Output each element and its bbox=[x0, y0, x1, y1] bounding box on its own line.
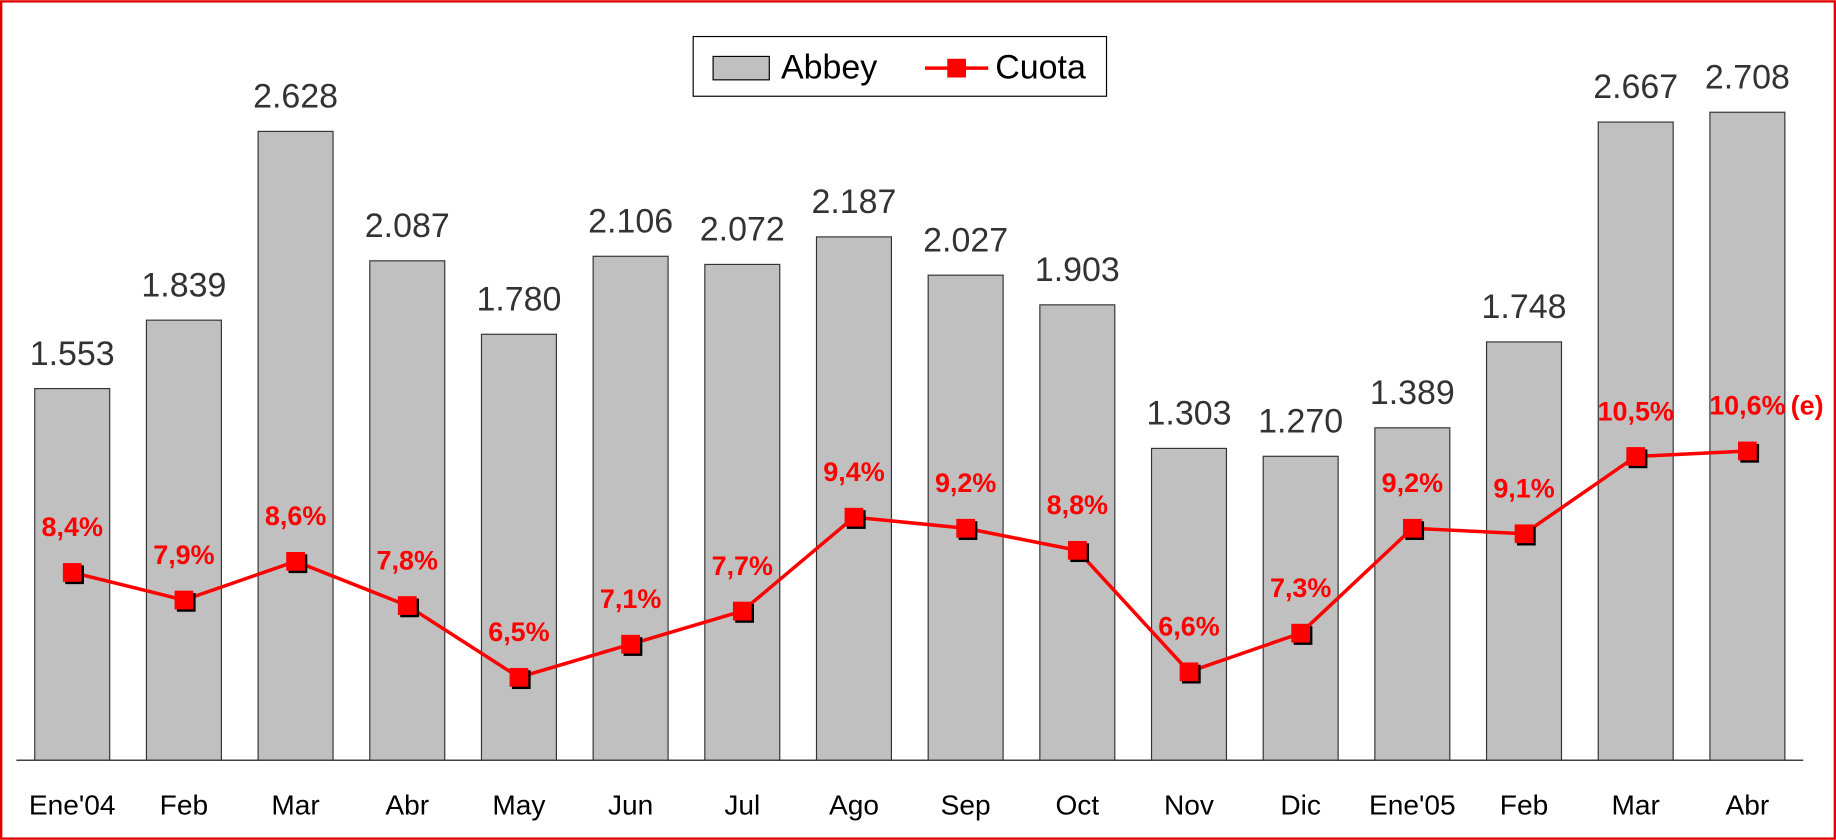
point-label: 8,4% bbox=[42, 512, 103, 542]
bar bbox=[145, 319, 222, 761]
point-label: 7,9% bbox=[153, 540, 214, 570]
point-label: 9,4% bbox=[823, 457, 884, 487]
marker bbox=[397, 596, 417, 615]
x-tick-label: Mar bbox=[271, 789, 319, 820]
bar-label: 2.708 bbox=[1705, 58, 1790, 96]
bar bbox=[1150, 447, 1228, 761]
point-label: 7,3% bbox=[1270, 573, 1331, 603]
marker bbox=[62, 563, 82, 582]
x-tick-label: Jul bbox=[724, 789, 760, 820]
line bbox=[71, 449, 1748, 680]
x-tick-label: Feb bbox=[160, 789, 208, 820]
legend-marker bbox=[947, 58, 967, 78]
point-label: 6,5% bbox=[488, 617, 549, 647]
bar-label: 1.270 bbox=[1258, 402, 1343, 440]
x-tick-label: Feb bbox=[1500, 789, 1548, 820]
x-tick-label: Oct bbox=[1055, 789, 1099, 820]
marker bbox=[1738, 441, 1757, 461]
marker bbox=[1067, 540, 1087, 560]
x-tick-label: Nov bbox=[1164, 789, 1214, 820]
legend-label: Abbey bbox=[781, 48, 877, 86]
bar bbox=[592, 255, 669, 761]
bar-label: 2.027 bbox=[923, 221, 1008, 259]
bar bbox=[815, 236, 893, 761]
marker bbox=[1514, 524, 1534, 544]
bar bbox=[1485, 341, 1563, 761]
bar-label: 1.839 bbox=[141, 266, 226, 304]
marker bbox=[1179, 662, 1199, 682]
x-tick-label: Abr bbox=[1726, 789, 1770, 820]
point-label: 6,6% bbox=[1158, 612, 1219, 642]
bar-label: 1.748 bbox=[1482, 288, 1567, 326]
bar-label: 1.389 bbox=[1370, 374, 1455, 412]
marker bbox=[956, 518, 976, 538]
bar bbox=[1709, 111, 1786, 761]
point-label: 9,2% bbox=[1382, 468, 1443, 498]
bar-label: 1.553 bbox=[30, 335, 115, 373]
bar-label: 2.667 bbox=[1593, 68, 1678, 106]
point-label: 9,2% bbox=[935, 468, 996, 498]
bar bbox=[1597, 121, 1674, 761]
point-label: 9,1% bbox=[1493, 474, 1554, 504]
bar-label: 2.628 bbox=[253, 78, 338, 116]
point-label: 8,6% bbox=[265, 501, 326, 531]
bar bbox=[1374, 427, 1451, 761]
point-label: 10,6% bbox=[1709, 391, 1785, 421]
bar bbox=[257, 130, 334, 761]
x-tick-label: Abr bbox=[385, 789, 429, 820]
bar bbox=[927, 274, 1004, 761]
bar-label: 1.303 bbox=[1147, 395, 1232, 433]
point-label: 7,7% bbox=[712, 551, 773, 581]
marker bbox=[174, 590, 194, 610]
bar-label: 1.903 bbox=[1035, 251, 1120, 289]
legend: Abbey Cuota bbox=[692, 35, 1108, 97]
bar-label: 2.087 bbox=[365, 207, 450, 245]
x-tick-label: Mar bbox=[1612, 789, 1660, 820]
annotation: (e) bbox=[1791, 391, 1824, 421]
bar bbox=[1039, 304, 1116, 761]
x-tick-label: Ene'04 bbox=[29, 789, 116, 820]
x-tick-label: Sep bbox=[941, 789, 991, 820]
marker bbox=[1291, 623, 1311, 643]
legend-swatch bbox=[712, 55, 770, 81]
marker bbox=[844, 507, 864, 527]
x-tick-label: Ene'05 bbox=[1369, 789, 1456, 820]
bar bbox=[480, 333, 557, 761]
bar-label: 2.106 bbox=[588, 202, 673, 240]
x-tick-label: Dic bbox=[1280, 789, 1321, 820]
marker bbox=[621, 634, 640, 654]
marker bbox=[509, 667, 529, 687]
x-tick-label: Ago bbox=[829, 789, 879, 820]
legend-label: Cuota bbox=[995, 48, 1086, 86]
point-label: 10,5% bbox=[1598, 396, 1674, 426]
marker bbox=[1402, 518, 1422, 538]
x-tick-label: Jun bbox=[608, 789, 653, 820]
bar-label: 2.187 bbox=[811, 183, 896, 221]
bar bbox=[704, 263, 781, 761]
bar bbox=[369, 260, 446, 761]
bar-label: 1.780 bbox=[476, 280, 561, 318]
x-tick-label: May bbox=[492, 789, 545, 820]
marker bbox=[732, 601, 752, 621]
marker bbox=[1626, 447, 1646, 466]
bar-label: 2.072 bbox=[700, 211, 785, 249]
point-label: 7,8% bbox=[377, 545, 438, 575]
point-label: 7,1% bbox=[600, 584, 661, 614]
point-label: 8,8% bbox=[1047, 490, 1108, 520]
marker bbox=[286, 552, 305, 571]
